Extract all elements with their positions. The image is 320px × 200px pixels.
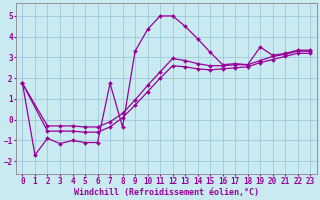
X-axis label: Windchill (Refroidissement éolien,°C): Windchill (Refroidissement éolien,°C) <box>74 188 259 197</box>
